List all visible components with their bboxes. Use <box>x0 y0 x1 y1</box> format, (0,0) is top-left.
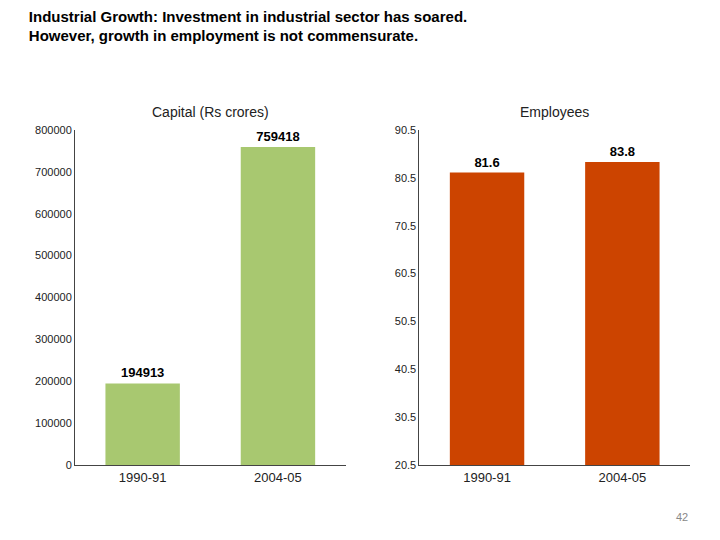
svg-text:300000: 300000 <box>35 333 72 345</box>
svg-text:42: 42 <box>676 511 688 523</box>
svg-text:Industrial Growth: Investment: Industrial Growth: Investment in industr… <box>29 8 467 45</box>
svg-text:80.5: 80.5 <box>395 172 416 184</box>
svg-text:Employees: Employees <box>520 104 589 120</box>
svg-text:2004-05: 2004-05 <box>598 470 646 485</box>
svg-text:194913: 194913 <box>121 365 164 380</box>
svg-text:1990-91: 1990-91 <box>119 470 167 485</box>
svg-text:20.5: 20.5 <box>395 459 416 471</box>
svg-text:Capital (Rs crores): Capital (Rs crores) <box>152 104 269 120</box>
svg-text:759418: 759418 <box>256 129 299 144</box>
svg-text:500000: 500000 <box>35 249 72 261</box>
svg-text:70.5: 70.5 <box>395 220 416 232</box>
svg-text:700000: 700000 <box>35 166 72 178</box>
svg-text:30.5: 30.5 <box>395 411 416 423</box>
svg-text:2004-05: 2004-05 <box>254 470 302 485</box>
svg-text:83.8: 83.8 <box>610 144 635 159</box>
svg-text:600000: 600000 <box>35 208 72 220</box>
svg-text:100000: 100000 <box>35 417 72 429</box>
svg-text:50.5: 50.5 <box>395 315 416 327</box>
svg-text:90.5: 90.5 <box>395 124 416 136</box>
svg-text:800000: 800000 <box>35 124 72 136</box>
svg-text:1990-91: 1990-91 <box>463 470 511 485</box>
svg-text:60.5: 60.5 <box>395 267 416 279</box>
svg-text:0: 0 <box>66 459 72 471</box>
svg-text:40.5: 40.5 <box>395 363 416 375</box>
svg-text:81.6: 81.6 <box>474 155 499 170</box>
svg-text:200000: 200000 <box>35 375 72 387</box>
svg-text:400000: 400000 <box>35 291 72 303</box>
